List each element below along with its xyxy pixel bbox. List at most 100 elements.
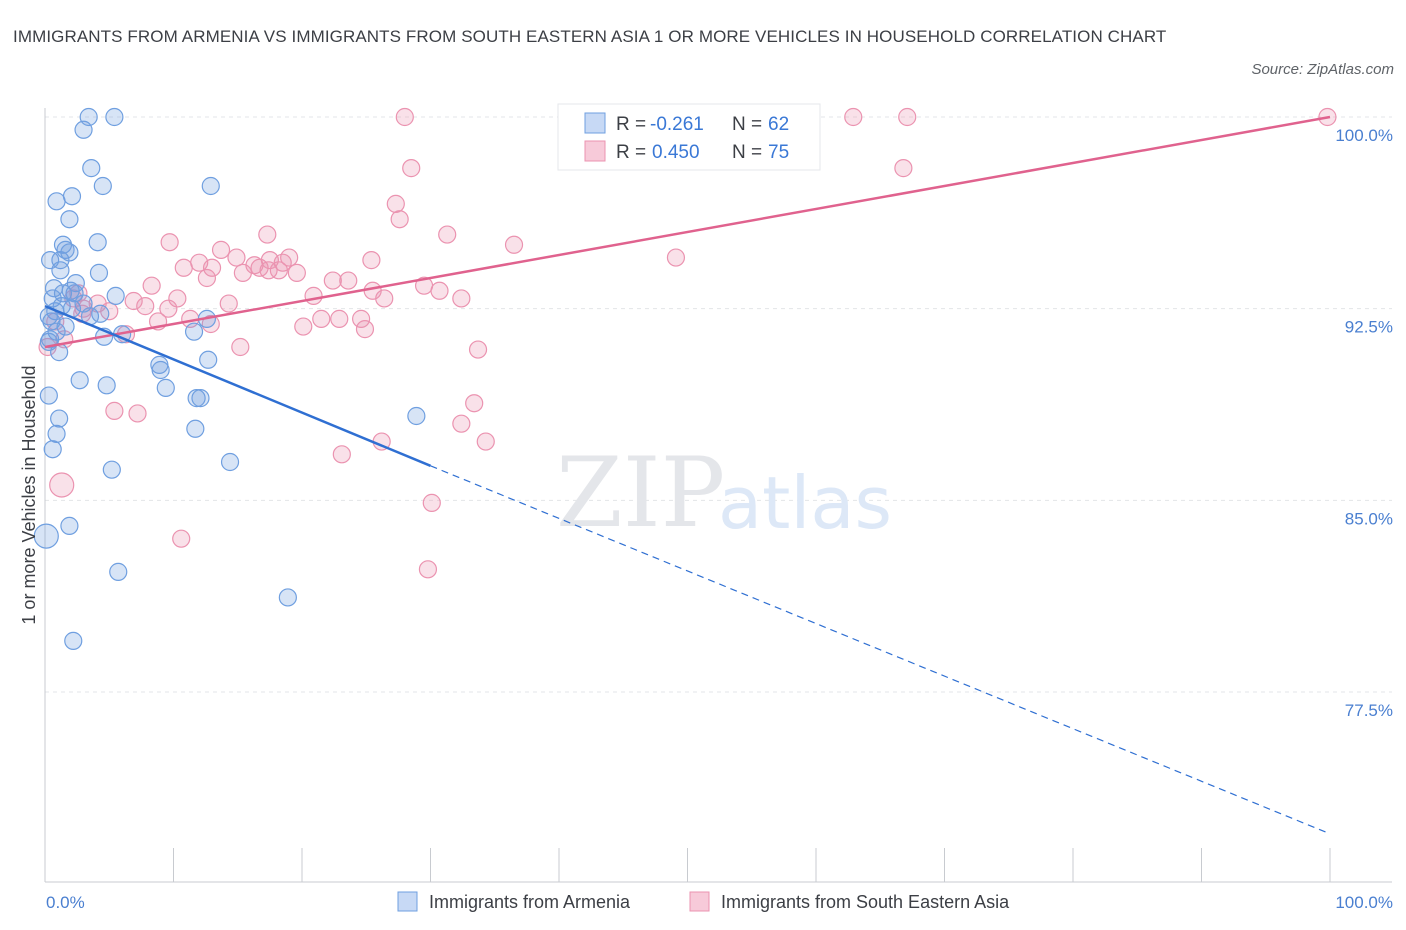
sea-point bbox=[294, 317, 313, 336]
legend-bottom-armenia: Immigrants from Armenia bbox=[429, 892, 631, 912]
armenia-point bbox=[39, 386, 58, 405]
armenia-point bbox=[105, 107, 124, 127]
sea-point bbox=[894, 159, 913, 178]
legend-bottom-sea: Immigrants from South Eastern Asia bbox=[721, 892, 1010, 912]
armenia-point bbox=[64, 631, 83, 650]
legend-bottom-armenia-swatch bbox=[397, 891, 418, 912]
sea-point bbox=[402, 159, 421, 178]
sea-point bbox=[386, 194, 405, 213]
armenia-point bbox=[79, 107, 98, 127]
legend-armenia-r-label: R = bbox=[616, 114, 646, 135]
sea-point bbox=[452, 289, 471, 308]
armenia-point bbox=[151, 360, 170, 380]
sea-point bbox=[280, 248, 299, 267]
armenia-point bbox=[51, 261, 70, 280]
sea-point bbox=[219, 294, 238, 313]
sea-trend-line bbox=[44, 115, 1331, 349]
sea-point bbox=[339, 271, 358, 290]
sea-point bbox=[197, 268, 217, 288]
sea-point bbox=[395, 107, 414, 127]
sea-point bbox=[128, 404, 147, 423]
series-armenia-points bbox=[33, 107, 426, 650]
armenia-point bbox=[62, 187, 82, 206]
armenia-point bbox=[201, 176, 220, 196]
armenia-point bbox=[70, 371, 89, 390]
armenia-point bbox=[43, 440, 62, 459]
armenia-point bbox=[60, 516, 79, 535]
sea-point bbox=[390, 210, 409, 229]
watermark-zip: ZIP bbox=[556, 437, 725, 549]
y-axis-title: 1 or more Vehicles in Household bbox=[19, 365, 39, 624]
sea-point bbox=[476, 432, 495, 451]
sea-point bbox=[352, 309, 371, 328]
sea-point bbox=[666, 248, 686, 267]
armenia-point bbox=[60, 243, 79, 262]
sea-point bbox=[418, 560, 438, 579]
sea-point bbox=[231, 337, 250, 357]
chart-title: IMMIGRANTS FROM ARMENIA VS IMMIGRANTS FR… bbox=[13, 27, 1167, 46]
sea-point bbox=[504, 235, 524, 254]
sea-point bbox=[136, 297, 155, 316]
sea-point bbox=[269, 261, 288, 280]
armenia-point bbox=[102, 460, 121, 479]
y-tick-label: 92.5% bbox=[1345, 318, 1393, 337]
gridlines bbox=[45, 116, 1392, 693]
armenia-point bbox=[47, 424, 66, 443]
sea-point bbox=[227, 248, 246, 267]
x-tick-label: 100.0% bbox=[1335, 893, 1393, 912]
y-tick-label: 85.0% bbox=[1345, 509, 1393, 528]
sea-point bbox=[174, 258, 193, 277]
sea-point bbox=[258, 225, 277, 244]
y-tick-label: 77.5% bbox=[1345, 701, 1393, 720]
sea-point bbox=[430, 281, 449, 300]
sea-point bbox=[159, 299, 178, 318]
sea-point bbox=[323, 271, 342, 290]
armenia-point bbox=[50, 409, 69, 428]
watermark: ZIP atlas bbox=[556, 437, 892, 549]
sea-point bbox=[452, 414, 471, 433]
armenia-point bbox=[60, 210, 79, 229]
legend-armenia-n-label: N = bbox=[732, 114, 762, 135]
armenia-point bbox=[42, 312, 61, 331]
sea-point bbox=[259, 261, 278, 280]
armenia-trend-line bbox=[44, 304, 431, 467]
sea-point bbox=[312, 309, 331, 328]
armenia-point bbox=[56, 317, 75, 336]
sea-point bbox=[468, 340, 488, 359]
armenia-point bbox=[93, 176, 112, 196]
armenia-point bbox=[88, 233, 107, 252]
sea-point bbox=[287, 263, 306, 282]
armenia-point bbox=[187, 389, 206, 408]
sea-point bbox=[304, 286, 323, 305]
armenia-point bbox=[220, 452, 240, 472]
legend-sea-swatch bbox=[584, 140, 606, 162]
sea-point bbox=[898, 107, 917, 127]
armenia-point bbox=[156, 378, 175, 397]
legend-armenia-swatch bbox=[584, 112, 606, 134]
x-tick-labels: 0.0% 100.0% bbox=[46, 893, 1393, 912]
sea-point bbox=[211, 240, 231, 259]
legend-sea-n-label: N = bbox=[732, 142, 762, 163]
sea-point bbox=[375, 289, 394, 308]
armenia-point bbox=[91, 304, 110, 323]
legend-armenia-r: -0.261 bbox=[650, 114, 704, 135]
sea-point bbox=[172, 529, 191, 548]
armenia-point bbox=[106, 286, 125, 305]
watermark-atlas: atlas bbox=[718, 461, 892, 545]
sea-point bbox=[422, 493, 441, 512]
armenia-point bbox=[61, 281, 80, 300]
sea-point bbox=[105, 401, 124, 420]
sea-point bbox=[233, 263, 252, 282]
sea-point bbox=[168, 289, 187, 308]
armenia-point bbox=[97, 376, 116, 395]
armenia-point bbox=[278, 588, 297, 607]
axes bbox=[44, 108, 1392, 883]
legend-bottom: Immigrants from Armenia Immigrants from … bbox=[397, 891, 1010, 912]
armenia-point bbox=[184, 322, 204, 341]
trend-lines bbox=[44, 115, 1331, 835]
legend-top: R = -0.261 N = 62 R = 0.450 N = 75 bbox=[557, 103, 821, 171]
armenia-point bbox=[199, 350, 218, 369]
source-label: Source: ZipAtlas.com bbox=[1251, 61, 1394, 78]
legend-sea-n: 75 bbox=[768, 142, 789, 163]
